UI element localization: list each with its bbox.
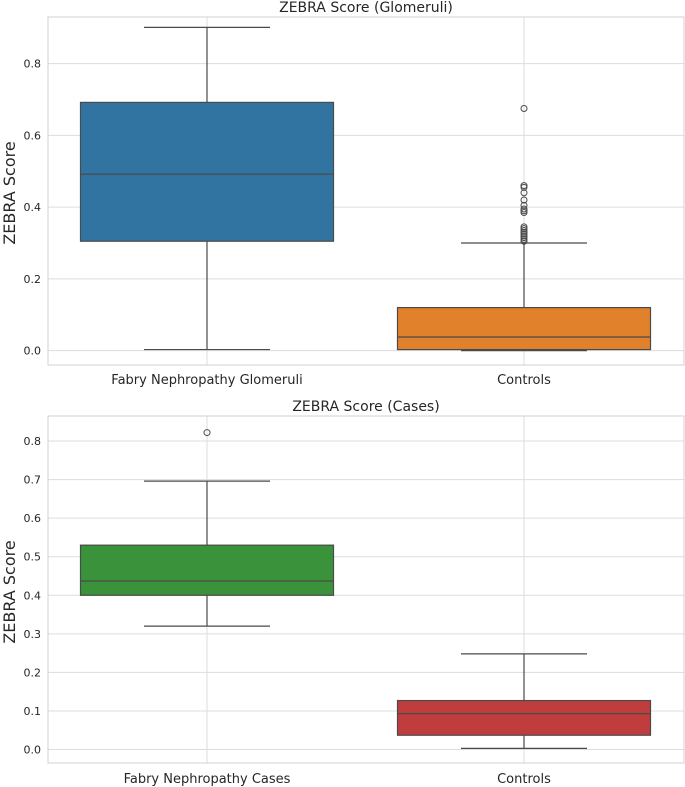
y-tick-label: 0.2 xyxy=(24,273,42,286)
y-tick-label: 0.3 xyxy=(24,628,42,641)
outlier-point xyxy=(520,205,528,213)
category-label: Controls xyxy=(497,373,551,388)
y-tick-label: 0.4 xyxy=(24,589,42,602)
y-axis-label: ZEBRA Score xyxy=(0,141,19,244)
category-label: Fabry Nephropathy Glomeruli xyxy=(111,373,302,388)
glomeruli-panel: ZEBRA Score (Glomeruli) ZEBRA Score Fabr… xyxy=(0,0,685,388)
y-tick-label: 0.0 xyxy=(24,345,42,358)
panel-title: ZEBRA Score (Cases) xyxy=(292,399,439,415)
plot-frame xyxy=(47,16,685,366)
plot-frame xyxy=(47,415,685,764)
panel-title: ZEBRA Score (Glomeruli) xyxy=(279,0,453,16)
outlier-point xyxy=(520,189,528,197)
y-tick-label: 0.5 xyxy=(24,551,42,564)
y-tick-label: 0.4 xyxy=(24,201,42,214)
outlier-point xyxy=(520,104,528,112)
box xyxy=(79,101,335,242)
y-tick-label: 0.1 xyxy=(24,705,42,718)
y-axis-label: ZEBRA Score xyxy=(0,540,19,643)
y-tick-label: 0.6 xyxy=(24,129,42,142)
y-tick-label: 0.0 xyxy=(24,744,42,757)
outlier-point xyxy=(520,196,528,204)
y-tick-label: 0.2 xyxy=(24,666,42,679)
y-tick-label: 0.8 xyxy=(24,58,42,71)
box xyxy=(79,544,335,596)
box xyxy=(396,306,652,351)
outlier-point xyxy=(520,223,528,231)
outlier-point xyxy=(520,182,528,190)
outlier-point xyxy=(520,201,528,209)
y-tick-label: 0.7 xyxy=(24,474,42,487)
y-tick-label: 0.8 xyxy=(24,435,42,448)
category-label: Fabry Nephropathy Cases xyxy=(124,772,291,787)
y-tick-label: 0.6 xyxy=(24,512,42,525)
box xyxy=(396,699,652,736)
cases-panel: ZEBRA Score (Cases) ZEBRA Score Fabry Ne… xyxy=(0,399,685,787)
outlier-point xyxy=(203,429,211,437)
category-label: Controls xyxy=(497,772,551,787)
